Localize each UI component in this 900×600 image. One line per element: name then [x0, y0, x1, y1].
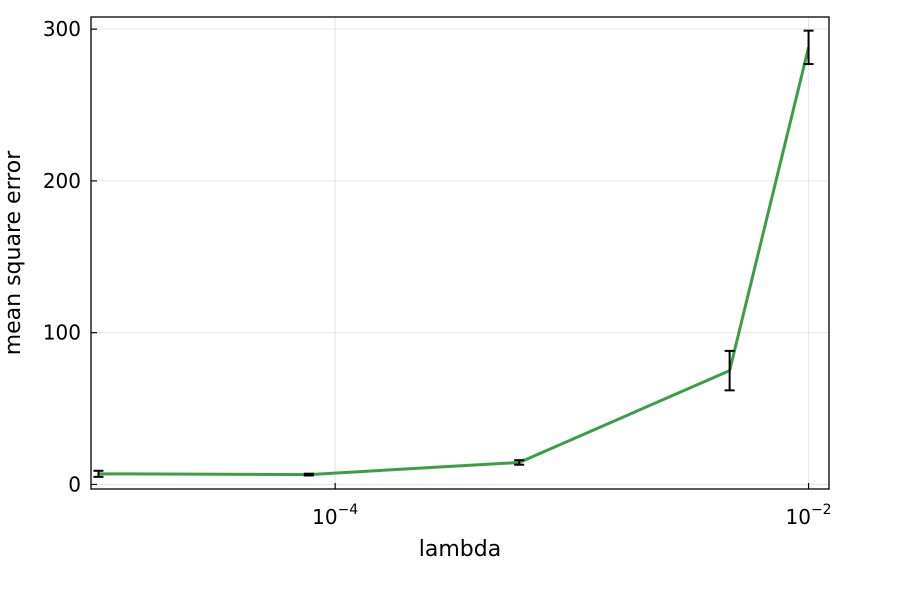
y-axis-label: mean square error — [1, 150, 26, 356]
error-bar — [93, 469, 104, 478]
x-tick-label: 10−2 — [786, 502, 832, 529]
ticks: 0 100 200 300 10−4 10−2 — [43, 17, 832, 529]
y-tick-label: 200 — [43, 169, 81, 193]
plot-frame — [90, 16, 830, 490]
x-axis-label: lambda — [419, 537, 501, 562]
grid — [91, 17, 829, 489]
y-tick-label: 100 — [43, 321, 81, 345]
y-tick-label: 0 — [68, 472, 81, 496]
error-bar — [303, 472, 314, 477]
series-layer — [93, 29, 814, 478]
error-bar — [724, 349, 735, 392]
error-bar — [803, 29, 814, 66]
series-line — [98, 46, 811, 477]
error-bar — [514, 459, 525, 466]
y-tick-label: 300 — [43, 17, 81, 41]
x-tick-label: 10−4 — [312, 502, 358, 529]
